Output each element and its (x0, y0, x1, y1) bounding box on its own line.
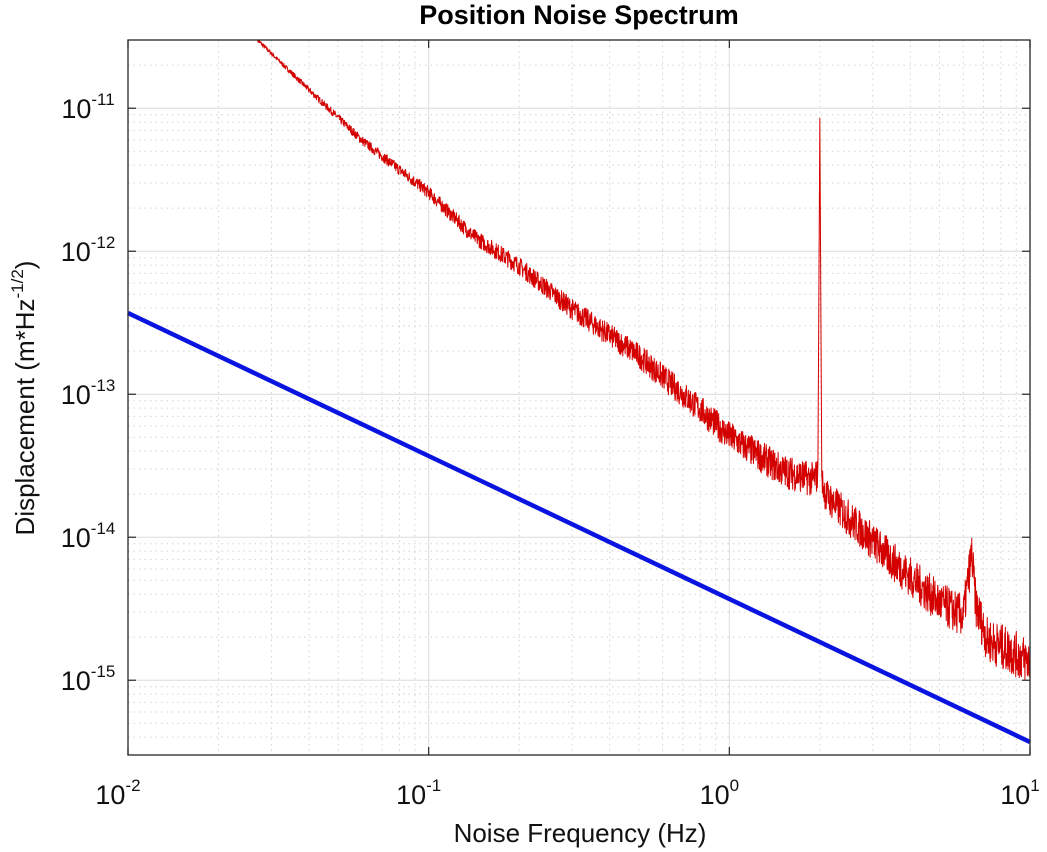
grid (127, 39, 1031, 756)
x-tick-label: 101 (1000, 776, 1040, 810)
y-tick-label-exponent: -14 (91, 519, 116, 538)
y-axis-label-superscript: -1/2 (8, 269, 27, 298)
y-tick-label: 10-15 (61, 662, 116, 696)
x-tick-label: 10-1 (396, 776, 441, 810)
chart-title: Position Noise Spectrum (419, 0, 739, 30)
y-tick-label-base: 10 (61, 666, 91, 696)
y-tick-label-exponent: -15 (91, 662, 116, 681)
plot-frame (127, 39, 1031, 756)
x-tick-label: 100 (700, 776, 740, 810)
x-tick-label-base: 10 (700, 780, 730, 810)
x-tick-label-exponent: 1 (1030, 776, 1039, 795)
x-tick-label-exponent: -2 (125, 776, 140, 795)
series-line-noise-spectrum (257, 39, 1031, 681)
x-tick-label-base: 10 (396, 780, 426, 810)
x-axis-label: Noise Frequency (Hz) (454, 818, 707, 848)
y-tick-label-base: 10 (61, 523, 91, 553)
y-tick-label: 10-14 (61, 519, 116, 553)
y-tick-label-base: 10 (61, 237, 91, 267)
y-tick-label-exponent: -13 (91, 376, 116, 395)
y-tick-label: 10-11 (61, 90, 114, 124)
y-tick-label-exponent: -11 (91, 90, 114, 109)
y-axis-label-base: Displacement (m*Hz (10, 299, 40, 536)
y-axis-label-close: ) (10, 261, 40, 270)
y-tick-label-exponent: -12 (91, 233, 116, 252)
x-tick-label-base: 10 (95, 780, 125, 810)
x-tick-label: 10-2 (95, 776, 140, 810)
y-tick-label: 10-13 (61, 376, 116, 410)
y-axis-label: Displacement (m*Hz-1/2) (8, 261, 40, 536)
x-tick-label-base: 10 (1000, 780, 1030, 810)
y-tick-label: 10-12 (61, 233, 116, 267)
x-tick-label-exponent: 0 (730, 776, 739, 795)
plot-area (127, 39, 1031, 745)
series-line-reference (127, 310, 1031, 745)
y-tick-label-base: 10 (61, 380, 91, 410)
y-tick-label-base: 10 (61, 94, 91, 124)
x-tick-label-exponent: -1 (426, 776, 441, 795)
